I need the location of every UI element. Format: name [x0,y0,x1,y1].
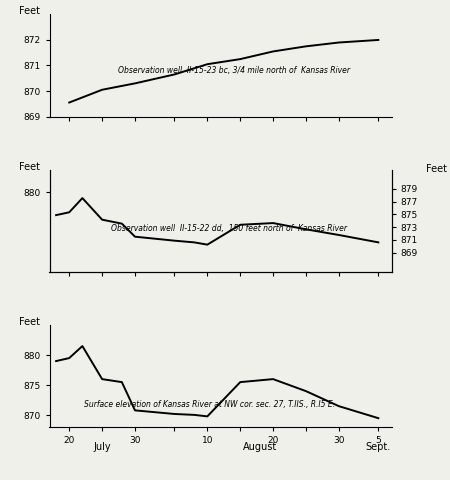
Text: Feet: Feet [19,317,40,327]
Text: August: August [243,442,277,452]
Text: Sept.: Sept. [366,442,391,452]
Text: Feet: Feet [19,162,40,171]
Text: Feet: Feet [19,6,40,16]
Text: Surface elevation of Kansas River at NW cor. sec. 27, T.IIS., R.I5 E.: Surface elevation of Kansas River at NW … [84,400,335,409]
Text: Observation well  II-15-22 dd,  150 feet north of  Kansas River: Observation well II-15-22 dd, 150 feet n… [111,225,347,233]
Text: Feet: Feet [426,164,447,174]
Text: Observation well  II-15-23 bc, 3/4 mile north of  Kansas River: Observation well II-15-23 bc, 3/4 mile n… [118,66,350,75]
Text: July: July [93,442,111,452]
